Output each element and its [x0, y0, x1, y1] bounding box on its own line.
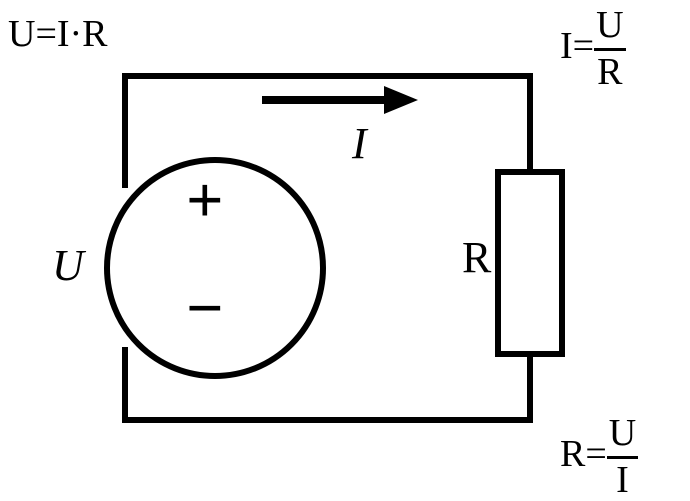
equation-i-den: R [595, 53, 624, 93]
label-source-u: U [52, 240, 84, 291]
diagram-canvas: U=I·R I= U R R= U I U I R + − [0, 0, 690, 500]
equation-i: I= U R [560, 6, 626, 93]
equation-i-prefix: I= [560, 25, 594, 67]
source-plus-icon: + [186, 168, 224, 234]
label-resistor-r: R [462, 232, 491, 283]
equation-r-prefix: R= [560, 433, 607, 475]
equation-r-fraction: U I [607, 414, 638, 501]
label-current-i: I [352, 118, 367, 169]
equation-r-den: I [614, 461, 631, 501]
equation-i-fraction: U R [594, 6, 625, 93]
current-arrow [262, 86, 418, 114]
equation-u: U=I·R [8, 12, 108, 56]
equation-i-num: U [594, 6, 625, 46]
source-minus-icon: − [186, 276, 224, 342]
equation-r-num: U [607, 414, 638, 454]
resistor [498, 172, 562, 354]
equation-r: R= U I [560, 414, 638, 501]
